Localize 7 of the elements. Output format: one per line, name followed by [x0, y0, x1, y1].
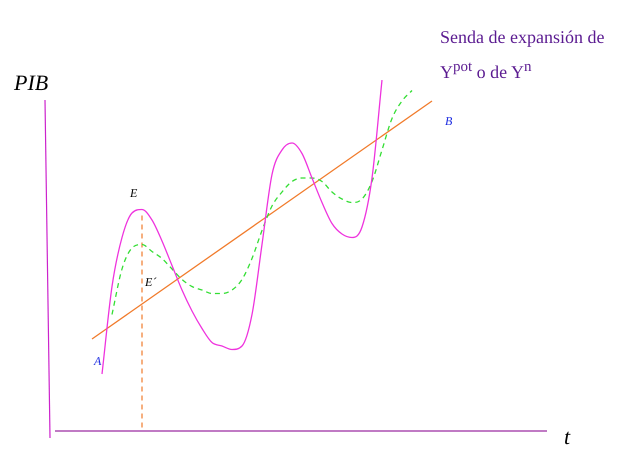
annotation: A: [94, 353, 102, 370]
text: B: [445, 113, 454, 130]
text: Senda de expansión de Y$^{pot}$ o de Y$^{n}$: [440, 26, 606, 84]
annotation: E: [130, 185, 138, 202]
y-axis-title: PIB: [14, 70, 48, 96]
text: t: [564, 423, 572, 451]
annotation: E´: [145, 274, 158, 291]
